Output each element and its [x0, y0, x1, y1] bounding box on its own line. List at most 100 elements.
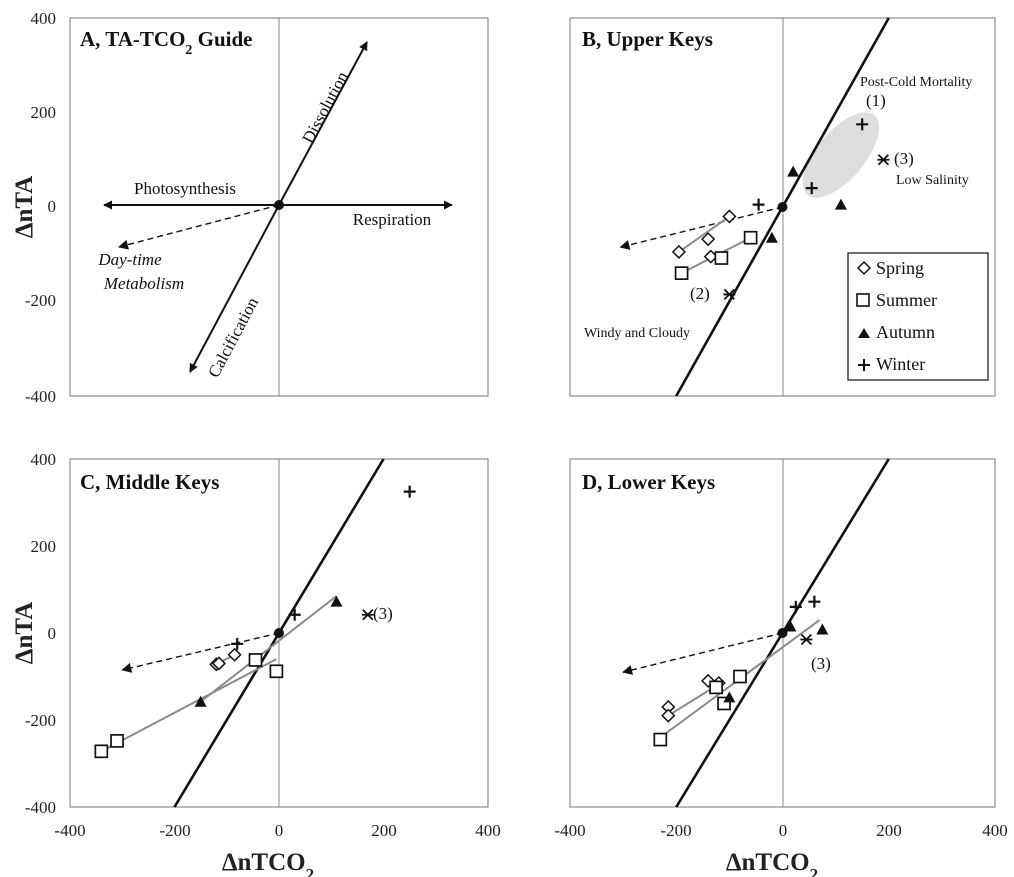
panelA-origin: [274, 200, 284, 210]
xtick-c-m200: -200: [159, 821, 190, 840]
ytick-top-m400: -400: [25, 387, 56, 406]
panelB-shaded-ellipse: [802, 112, 880, 198]
panelD-origin: [777, 628, 788, 638]
panelD-daytime-vector: [622, 632, 783, 675]
ytick-top-200: 200: [31, 103, 57, 122]
panelC-fit-line-0: [100, 658, 277, 753]
panelA-calcification-label: Calcification: [204, 294, 262, 381]
xtick-c-0: 0: [275, 821, 284, 840]
panelD-title: D, Lower Keys: [582, 470, 715, 494]
panelD-autumn-point-0: [784, 620, 797, 632]
panelC-fit-line-1: [200, 595, 338, 703]
panelA-calcification-arrow: [189, 204, 280, 373]
ytick-bot-0: 0: [48, 624, 57, 643]
panelC-summer-point-2: [110, 734, 124, 748]
panelB-summer-point-1: [714, 251, 729, 265]
panelD-winter-point-0: [789, 600, 802, 613]
panelB-autumn-point-0: [787, 165, 800, 177]
xtick-c-m400: -400: [54, 821, 85, 840]
xtick-c-200: 200: [371, 821, 397, 840]
legend-spring-marker: [856, 260, 872, 276]
panelC-winter-point-2: [231, 637, 244, 650]
panelB-winter-point-1: [805, 182, 818, 195]
legend-autumn: Autumn: [876, 322, 935, 342]
xtick-d-m200: -200: [660, 821, 691, 840]
panelC-summer-point-1: [269, 664, 284, 679]
panelB-post-cold-label: Post-Cold Mortality: [860, 75, 972, 90]
panelD-winter-point-1: [808, 595, 821, 608]
legend-winter-marker: [858, 359, 870, 371]
x-axis-label-c: ΔnTCO2: [222, 849, 314, 877]
panelC-summer-point-3: [94, 744, 109, 759]
ytick-bot-400: 400: [31, 450, 57, 469]
panelC-label3: (3): [373, 604, 393, 623]
x-axis-label-d: ΔnTCO2: [726, 849, 818, 877]
panelB-winter-point-2: [752, 198, 765, 211]
panelB-daytime-vector: [619, 206, 783, 250]
panelB-special-point-1: [723, 288, 736, 301]
panelC-special-point-0: [361, 609, 374, 621]
panelB-windy-label: Windy and Cloudy: [584, 326, 690, 341]
panelB-label1: (1): [866, 91, 886, 110]
y-axis-label-top: ΔnTA: [11, 176, 38, 238]
panelA-respiration-label: Respiration: [353, 210, 432, 229]
ytick-bot-200: 200: [31, 537, 57, 556]
legend: Spring Summer Autumn Winter: [847, 252, 989, 381]
panelD-autumn-point-1: [816, 623, 829, 635]
panelC-title: C, Middle Keys: [80, 470, 219, 494]
xtick-c-400: 400: [475, 821, 501, 840]
panelB-marks: [619, 17, 890, 397]
panelB-summer-point-0: [743, 230, 758, 245]
legend-summer: Summer: [876, 290, 937, 310]
panelB-spring-point-1: [701, 232, 716, 247]
legend-box: [847, 252, 989, 381]
panelC-origin: [274, 628, 284, 638]
panelC-winter-point-0: [403, 485, 416, 498]
panelA-daytime-label2: Metabolism: [103, 274, 184, 293]
panelB-winter-point-0: [856, 118, 869, 131]
ytick-top-m200: -200: [25, 291, 56, 310]
panelB-summer-point-2: [674, 266, 689, 280]
legend-summer-marker: [856, 293, 870, 307]
panelC-daytime-vector: [121, 632, 280, 673]
panelA-daytime-label1: Day-time: [97, 250, 162, 269]
panelB-autumn-point-1: [834, 198, 847, 210]
panelC-summer-point-0: [248, 653, 263, 667]
panelB-special-point-0: [877, 154, 890, 166]
ytick-top-400: 400: [31, 9, 57, 28]
xtick-d-200: 200: [876, 821, 902, 840]
panelD-spring-point-1: [661, 708, 676, 723]
panelB-autumn-point-2: [765, 231, 778, 243]
legend-autumn-marker: [858, 328, 870, 338]
panelB-label2: (2): [690, 284, 710, 303]
panelA-dissolution-arrow: [278, 41, 368, 206]
xtick-d-m400: -400: [554, 821, 585, 840]
panelA-dissolution-label: Dissolution: [298, 68, 352, 147]
panelB-label3: (3): [894, 149, 914, 168]
panelB-fit-line-0: [678, 215, 730, 253]
ytick-bot-m400: -400: [25, 798, 56, 817]
panelD-summer-point-3: [709, 680, 723, 695]
panelC-autumn-point-0: [330, 595, 343, 607]
panelB-origin: [777, 202, 788, 212]
panelD-autumn-point-2: [723, 691, 736, 703]
panelD-label3: (3): [811, 654, 831, 673]
panelC-winter-point-1: [288, 608, 301, 621]
panelA-photosynthesis-label: Photosynthesis: [134, 179, 236, 198]
panelB-spring-point-0: [722, 209, 737, 224]
panelB-title: B, Upper Keys: [582, 27, 713, 51]
panelC-spring-point-2: [227, 647, 242, 662]
panelB-spring-point-2: [671, 244, 686, 259]
y-axis-label-bottom: ΔnTA: [11, 602, 38, 664]
panelC-marks: [94, 458, 416, 808]
panelB-low-salinity-label: Low Salinity: [896, 173, 969, 188]
panelA-title: A, TA-TCO2 Guide: [80, 27, 253, 58]
panelD-summer-point-2: [733, 669, 747, 684]
legend-spring: Spring: [876, 258, 924, 278]
panelC-spring-point-1: [211, 656, 226, 671]
xtick-d-0: 0: [779, 821, 788, 840]
panelA-daytime-arrow: [118, 204, 280, 250]
legend-winter: Winter: [876, 354, 925, 374]
panelD-marks: [622, 458, 890, 808]
